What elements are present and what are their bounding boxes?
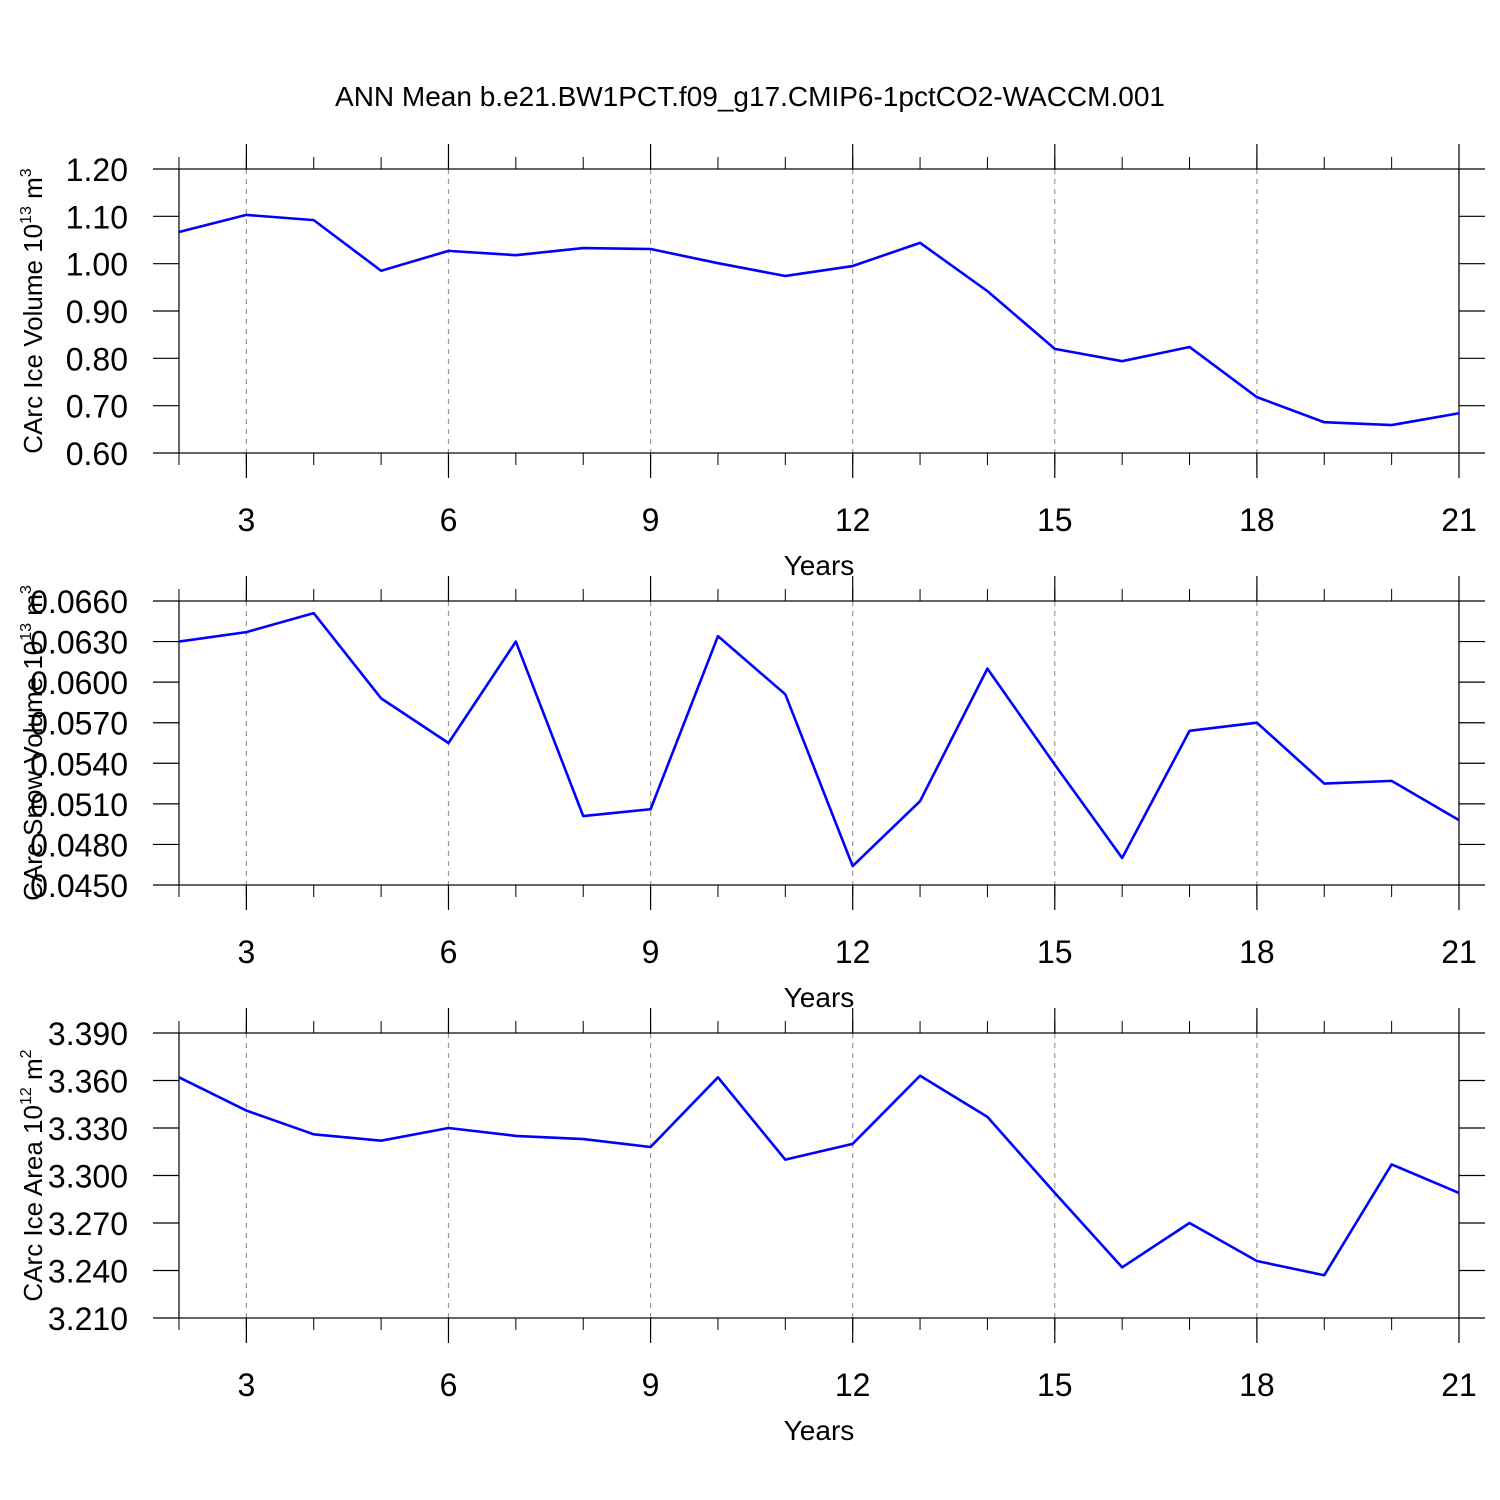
y-tick-label: 0.0540 [30,746,128,782]
x-tick-label: 9 [642,1367,660,1403]
y-tick-label: 3.210 [48,1301,128,1337]
y-label-text: CArc Ice Volume 10 [18,224,48,454]
y-label-text: CArc Snow Volume 10 [18,641,48,901]
x-tick-label: 3 [237,502,255,538]
y-tick-label: 0.70 [66,389,128,425]
y-label-exp: 13 [18,206,35,224]
y-axis-label: CArc Snow Volume 1013 m3 [18,585,48,901]
x-tick-label: 21 [1441,1367,1477,1403]
x-tick-label: 18 [1239,502,1275,538]
x-tick-label: 6 [440,502,458,538]
y-label-unit: m [18,177,48,206]
y-tick-label: 0.0600 [30,665,128,701]
x-tick-label: 15 [1037,1367,1073,1403]
x-tick-label: 3 [237,934,255,970]
y-label-text: CArc Ice Area 10 [18,1105,48,1302]
plot-frame [178,1032,1460,1319]
y-axis-label: CArc Ice Volume 1013 m3 [18,168,48,453]
y-tick-label: 3.330 [48,1111,128,1147]
y-tick-label: 0.0570 [30,706,128,742]
x-tick-label: 6 [440,1367,458,1403]
y-tick-label: 3.270 [48,1206,128,1242]
x-tick-label: 12 [835,934,871,970]
plot-frame [178,600,1460,886]
x-axis-label: Years [784,550,855,581]
y-tick-label: 3.300 [48,1159,128,1195]
y-label-exp: 13 [18,623,35,641]
x-tick-label: 12 [835,502,871,538]
y-tick-label: 0.0660 [30,584,128,620]
x-tick-label: 15 [1037,934,1073,970]
x-tick-label: 15 [1037,502,1073,538]
y-tick-label: 1.00 [66,247,128,283]
y-tick-label: 0.60 [66,436,128,472]
y-tick-label: 0.0630 [30,625,128,661]
series-line [178,1074,1460,1277]
x-tick-label: 18 [1239,1367,1275,1403]
y-label-unit-exp: 3 [18,168,35,177]
y-tick-label: 3.390 [48,1016,128,1052]
y-tick-label: 0.0480 [30,827,128,863]
y-label-unit: m [18,594,48,623]
y-tick-label: 1.20 [66,152,128,188]
x-tick-label: 12 [835,1367,871,1403]
chart-title: ANN Mean b.e21.BW1PCT.f09_g17.CMIP6-1pct… [335,81,1165,112]
plot-frame [178,168,1460,454]
x-axis-label: Years [784,1415,855,1446]
x-tick-label: 9 [642,502,660,538]
series-line [178,611,1460,868]
y-tick-label: 0.80 [66,341,128,377]
y-tick-label: 0.0510 [30,787,128,823]
y-tick-label: 1.10 [66,199,128,235]
x-axis-label: Years [784,982,855,1013]
y-tick-label: 0.0450 [30,868,128,904]
x-tick-label: 9 [642,934,660,970]
y-label-exp: 12 [18,1087,35,1105]
x-tick-label: 3 [237,1367,255,1403]
y-axis-label: CArc Ice Area 1012 m2 [18,1049,48,1301]
x-tick-label: 21 [1441,502,1477,538]
y-label-unit: m [18,1058,48,1087]
y-label-unit-exp: 3 [18,585,35,594]
y-tick-label: 3.360 [48,1064,128,1100]
series-line [178,213,1460,427]
x-tick-label: 6 [440,934,458,970]
y-tick-label: 3.240 [48,1254,128,1290]
y-tick-label: 0.90 [66,294,128,330]
x-tick-label: 18 [1239,934,1275,970]
y-label-unit-exp: 2 [18,1049,35,1058]
x-tick-label: 21 [1441,934,1477,970]
